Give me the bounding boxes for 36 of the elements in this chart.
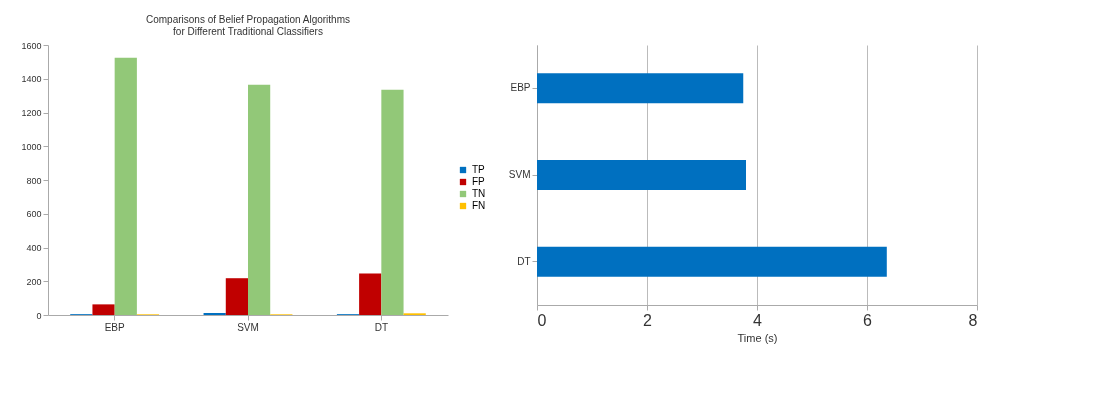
y-tick-label: 400 — [26, 243, 42, 253]
x-tick-label: 0 — [537, 311, 547, 329]
x-tick-label: SVM — [237, 321, 259, 333]
y-tick-label: 800 — [26, 175, 42, 186]
x-tick-label: 4 — [753, 311, 763, 329]
y-tick-label: 1400 — [21, 74, 42, 85]
y-tick-label: 600 — [26, 209, 42, 220]
bar — [537, 73, 744, 104]
y-tick-label: 200 — [26, 276, 42, 287]
legend-label: TN — [472, 188, 486, 199]
bar — [381, 89, 404, 315]
x-tick-label: 2 — [643, 311, 653, 329]
legend-label: FN — [472, 200, 486, 211]
y-tick-label: 1600 — [21, 40, 42, 51]
y-tick-label: 1200 — [21, 108, 42, 118]
bar — [114, 57, 137, 315]
y-tick-label: 1000 — [21, 141, 42, 152]
bar — [537, 160, 746, 190]
text: for Different Traditional Classifiers — [173, 26, 323, 37]
x-tick-label: 6 — [863, 311, 873, 329]
legend-label: FP — [472, 176, 486, 187]
x-axis-title: Time (s) — [737, 331, 778, 344]
bar — [203, 312, 226, 315]
x-tick-label: 8 — [968, 311, 978, 329]
y-tick-label: SVM — [508, 169, 531, 180]
bar — [537, 246, 887, 277]
x-tick-label: DT — [374, 321, 389, 333]
legend-label: TP — [472, 164, 486, 175]
x-tick-label: EBP — [104, 321, 125, 333]
bar — [92, 304, 115, 315]
bar — [248, 84, 271, 315]
bar — [359, 273, 382, 315]
y-tick-label: EBP — [510, 82, 531, 94]
text: Comparisons of Belief Propagation Algorithms — [146, 14, 350, 25]
y-tick-label: DT — [517, 255, 531, 267]
bar — [225, 278, 248, 315]
